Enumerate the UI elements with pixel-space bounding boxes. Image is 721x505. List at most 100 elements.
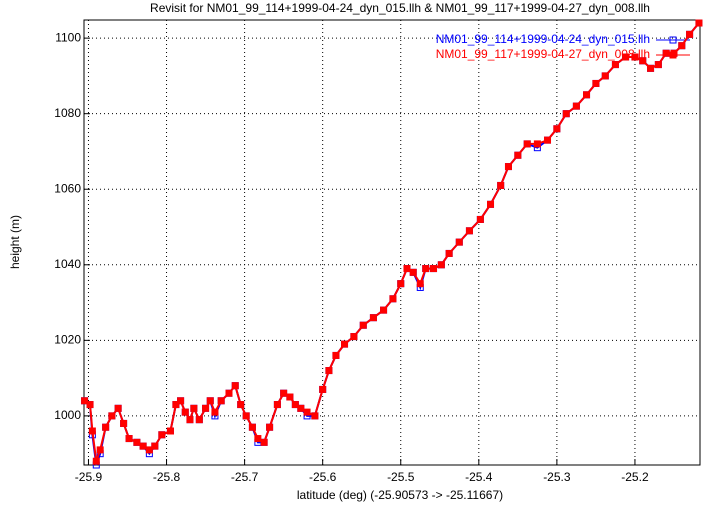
data-point	[487, 200, 495, 208]
data-point	[166, 427, 174, 435]
data-point	[202, 404, 210, 412]
data-point	[465, 227, 473, 235]
data-point	[430, 265, 438, 273]
data-point	[695, 19, 703, 27]
data-point	[297, 404, 305, 412]
data-point	[211, 408, 219, 416]
data-point	[562, 110, 570, 118]
data-point	[504, 163, 512, 171]
data-point	[225, 389, 233, 397]
chart-title: Revisit for NM01_99_114+1999-04-24_dyn_0…	[150, 1, 650, 15]
data-point	[273, 401, 281, 409]
x-tick-label: -25.6	[309, 470, 337, 484]
data-point	[533, 140, 541, 148]
series-line	[84, 22, 700, 462]
data-point	[133, 438, 141, 446]
data-point	[319, 385, 327, 393]
data-point	[359, 321, 367, 329]
data-point	[254, 435, 262, 443]
x-tick-label: -25.8	[153, 470, 181, 484]
data-point	[186, 416, 194, 424]
data-point	[181, 408, 189, 416]
data-point	[611, 61, 619, 69]
x-tick-label: -25.5	[387, 470, 415, 484]
data-point	[177, 397, 185, 405]
data-point	[403, 265, 411, 273]
data-point	[217, 397, 225, 405]
x-tick-label: -25.3	[543, 470, 571, 484]
data-point	[572, 102, 580, 110]
series-line	[84, 22, 700, 466]
data-point	[125, 435, 133, 443]
data-point	[88, 427, 96, 435]
data-point	[397, 280, 405, 288]
data-point	[523, 140, 531, 148]
data-point	[380, 306, 388, 314]
data-point	[280, 389, 288, 397]
data-point	[139, 442, 147, 450]
y-tick-label: 1040	[54, 257, 81, 271]
data-point	[81, 397, 89, 405]
data-point	[303, 408, 311, 416]
data-point	[108, 412, 116, 420]
data-point	[583, 91, 591, 99]
data-point	[96, 446, 104, 454]
data-point	[195, 416, 203, 424]
data-point	[639, 57, 647, 65]
data-point	[514, 151, 522, 159]
data-point	[102, 423, 110, 431]
legend-marker	[669, 51, 677, 59]
data-point	[445, 249, 453, 257]
data-point	[237, 401, 245, 409]
data-point	[92, 457, 100, 465]
data-point	[437, 261, 445, 269]
data-point	[242, 412, 250, 420]
data-point	[120, 419, 128, 427]
x-tick-label: -25.4	[465, 470, 493, 484]
data-point	[325, 367, 333, 375]
data-point	[416, 280, 424, 288]
data-point	[369, 314, 377, 322]
data-point	[686, 30, 694, 38]
data-point	[341, 340, 349, 348]
data-point	[476, 215, 484, 223]
x-tick-label: -25.2	[621, 470, 649, 484]
data-point	[678, 42, 686, 50]
data-point	[654, 61, 662, 69]
y-tick-label: 1000	[54, 408, 81, 422]
data-point	[151, 442, 159, 450]
data-point	[422, 265, 430, 273]
data-point	[86, 401, 94, 409]
data-point	[622, 53, 630, 61]
data-point	[350, 333, 358, 341]
y-tick-label: 1060	[54, 181, 81, 195]
data-point	[158, 431, 166, 439]
data-point	[114, 404, 122, 412]
legend-marker	[669, 36, 677, 44]
data-point	[266, 423, 274, 431]
data-point	[544, 136, 552, 144]
data-point	[248, 423, 256, 431]
plot-frame	[83, 19, 701, 466]
x-tick-label: -25.7	[231, 470, 259, 484]
data-point	[291, 401, 299, 409]
y-tick-label: 1020	[54, 333, 81, 347]
data-point	[497, 181, 505, 189]
data-point	[592, 79, 600, 87]
data-point	[311, 412, 319, 420]
data-point	[190, 404, 198, 412]
data-point	[389, 295, 397, 303]
data-point	[286, 393, 294, 401]
data-point	[409, 268, 417, 276]
data-point	[172, 401, 180, 409]
legend-label: NM01_99_117+1999-04-27_dyn_008.llh	[436, 47, 650, 61]
data-point	[553, 125, 561, 133]
y-tick-label: 1080	[54, 106, 81, 120]
data-point	[206, 397, 214, 405]
data-point	[455, 238, 463, 246]
data-point	[332, 351, 340, 359]
y-axis-label: height (m)	[8, 215, 22, 269]
x-tick-label: -25.9	[75, 470, 103, 484]
legend-label: NM01_99_114+1999-04-24_dyn_015.llh	[436, 32, 650, 46]
